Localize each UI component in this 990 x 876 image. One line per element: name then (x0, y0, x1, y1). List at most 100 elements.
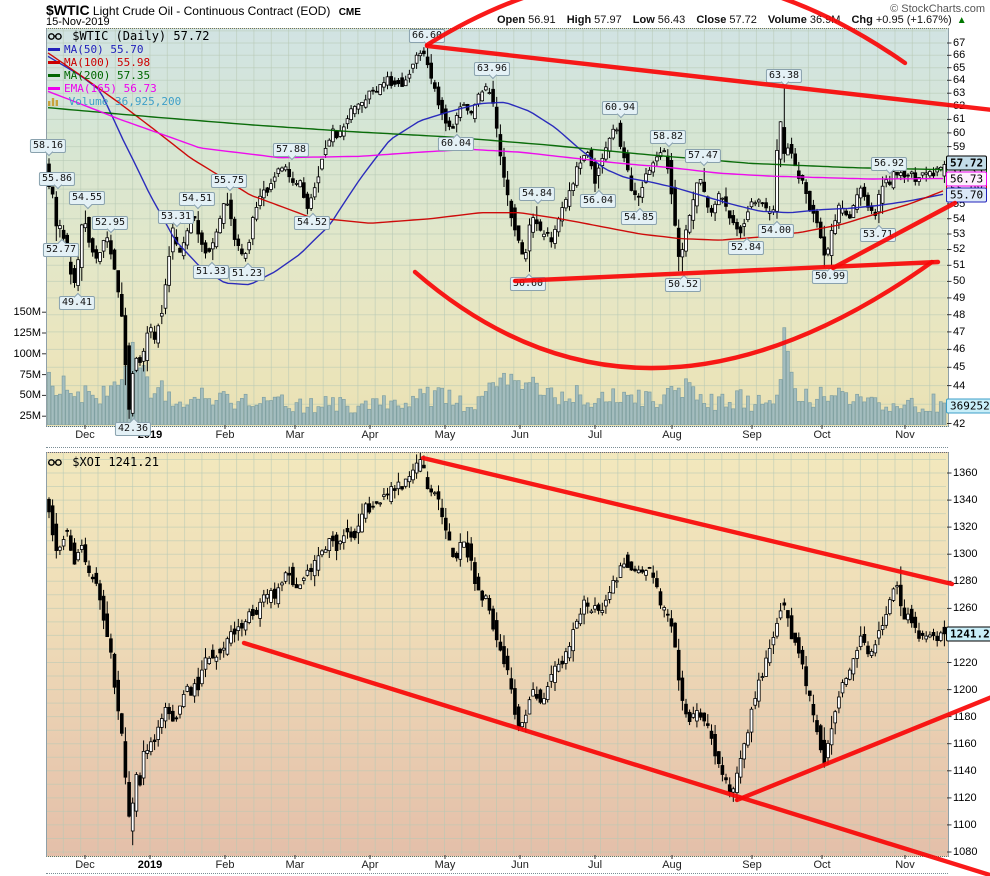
y-axis-tick-label: 53 (953, 227, 966, 240)
chart-date: 15-Nov-2019 (46, 16, 110, 28)
y-axis-tick-label: 42 (953, 417, 966, 430)
price-callout-label: 63.96 (473, 61, 511, 76)
y-axis-tick-label: 61 (953, 113, 966, 126)
y-axis-tick-label: 1340 (953, 494, 978, 507)
x-axis-month-label: Feb (215, 429, 235, 441)
y-axis-tick-label: 1100 (953, 818, 977, 831)
x-axis-month-label: Nov (895, 859, 915, 871)
y-axis-tick-label: 64 (953, 74, 966, 87)
price-callout-label: 50.52 (664, 278, 702, 293)
instrument-title: Light Crude Oil - Continuous Contract (E… (92, 4, 331, 18)
y-axis-tick-label: 1160 (953, 737, 977, 750)
price-callout-label: 52.84 (727, 241, 765, 256)
y-axis-tick-label: 47 (953, 325, 966, 338)
volume-axis-label: 25M (19, 410, 41, 423)
volume-axis-label: 125M (13, 327, 41, 339)
x-axis-month-label: Mar (285, 429, 305, 441)
current-value-label: 55.70 (946, 187, 988, 202)
y-axis-tick-label: 46 (953, 343, 966, 356)
x-axis-month-label: Sep (742, 859, 762, 871)
ma200-swatch (48, 74, 60, 77)
close-label: Close (696, 14, 727, 26)
x-axis-month-label: Jun (511, 859, 529, 871)
chg-label: Chg (851, 14, 873, 26)
price-callout-label: 54.52 (293, 215, 331, 230)
inspect-icon[interactable] (48, 457, 62, 470)
x-axis-month-label: Aug (662, 859, 682, 871)
y-axis-tick-label: 45 (953, 361, 966, 374)
current-value-label: 57.72 (946, 155, 988, 171)
price-callout-label: 50.60 (509, 276, 547, 291)
y-axis-tick-label: 62 (953, 100, 966, 113)
price-callout-label: 57.47 (684, 149, 722, 163)
y-axis-tick-label: 48 (953, 308, 966, 321)
x-axis-month-label: Mar (285, 859, 305, 871)
wtic-legend-title: $WTIC (Daily) 57.72 (72, 29, 210, 43)
y-axis-tick-label: 66 (953, 49, 966, 62)
volume-axis-label: 75M (19, 368, 41, 381)
y-axis-tick-label: 54 (953, 212, 966, 225)
x-axis-month-label: Jun (511, 429, 529, 441)
chart-header: $WTIC Light Crude Oil - Continuous Contr… (46, 2, 361, 18)
low-label: Low (632, 14, 655, 26)
ma50-swatch (48, 48, 60, 51)
price-callout-label: 53.31 (157, 210, 195, 225)
y-axis-tick-label: 1300 (953, 548, 978, 561)
wtic-legend: $WTIC (Daily) 57.72 MA(50) 55.70 MA(100)… (48, 30, 210, 108)
ma50-legend: MA(50) 55.70 (64, 43, 144, 56)
up-arrow-icon: ▲ (956, 15, 967, 26)
price-callout-label: 54.85 (620, 211, 658, 226)
y-axis-tick-label: 1120 (953, 791, 977, 804)
x-axis-month-label: Feb (215, 859, 235, 871)
ma100-legend: MA(100) 55.98 (64, 56, 151, 69)
x-axis-month-label: Sep (742, 429, 762, 441)
close-value: 57.72 (729, 14, 757, 26)
x-axis-month-label: Oct (813, 859, 831, 871)
price-callout-label: 60.04 (437, 137, 475, 152)
y-axis-tick-label: 44 (953, 379, 966, 392)
price-callout-label: 54.55 (68, 191, 106, 206)
y-axis-tick-label: 1280 (953, 575, 978, 588)
x-axis-month-label: Dec (75, 429, 95, 441)
price-callout-label: 56.04 (579, 193, 617, 208)
price-callout-label: 51.23 (228, 266, 266, 281)
price-callout-label: 42.36 (114, 421, 152, 436)
price-callout-label: 55.86 (38, 172, 76, 187)
x-axis-month-label: Jul (587, 859, 603, 871)
exchange-code: CME (338, 7, 361, 18)
volume-value: 36.9M (809, 14, 841, 26)
price-callout-label: 63.38 (765, 69, 803, 84)
stockcharts-copyright-link[interactable]: © StockCharts.com (890, 3, 985, 15)
y-axis-tick-label: 1220 (953, 656, 978, 669)
high-value: 57.97 (594, 14, 622, 26)
price-callout-label: 55.75 (210, 173, 248, 188)
tick-strip (46, 447, 948, 448)
current-value-label: 3692520 (946, 398, 990, 414)
price-callout-label: 52.77 (42, 242, 80, 257)
y-axis-tick-label: 51 (953, 259, 966, 272)
price-callout-label: 54.84 (518, 187, 556, 202)
high-label: High (566, 14, 592, 26)
current-value-label: 56.73 (946, 171, 988, 186)
current-value-label: 1241.21 (946, 626, 990, 642)
volume-axis-label: 100M (13, 347, 41, 360)
ohlc-quote-line: Open 56.91 High 57.97 Low 56.43 Close 57.72 … (497, 14, 967, 26)
price-callout-label: 51.33 (192, 265, 230, 280)
low-value: 56.43 (657, 14, 686, 26)
y-axis-tick-label: 1200 (953, 683, 978, 696)
x-axis-month-label: Dec (75, 859, 95, 871)
inspect-icon[interactable] (48, 31, 62, 44)
price-callout-label: 57.88 (272, 143, 310, 158)
volume-label: Volume (767, 14, 807, 26)
volume-axis-label: 150M (13, 306, 41, 319)
y-axis-tick-label: 67 (953, 37, 966, 49)
xoi-legend: $XOI 1241.21 (48, 456, 159, 469)
ticker-symbol: $WTIC (46, 2, 90, 18)
open-value: 56.91 (528, 14, 556, 26)
volume-legend: Volume 36,925,200 (68, 95, 182, 108)
price-callout-label: 58.16 (29, 139, 67, 154)
tick-strip (46, 873, 948, 874)
volume-bars-icon (48, 96, 59, 109)
x-axis-month-label: 2019 (137, 859, 163, 871)
